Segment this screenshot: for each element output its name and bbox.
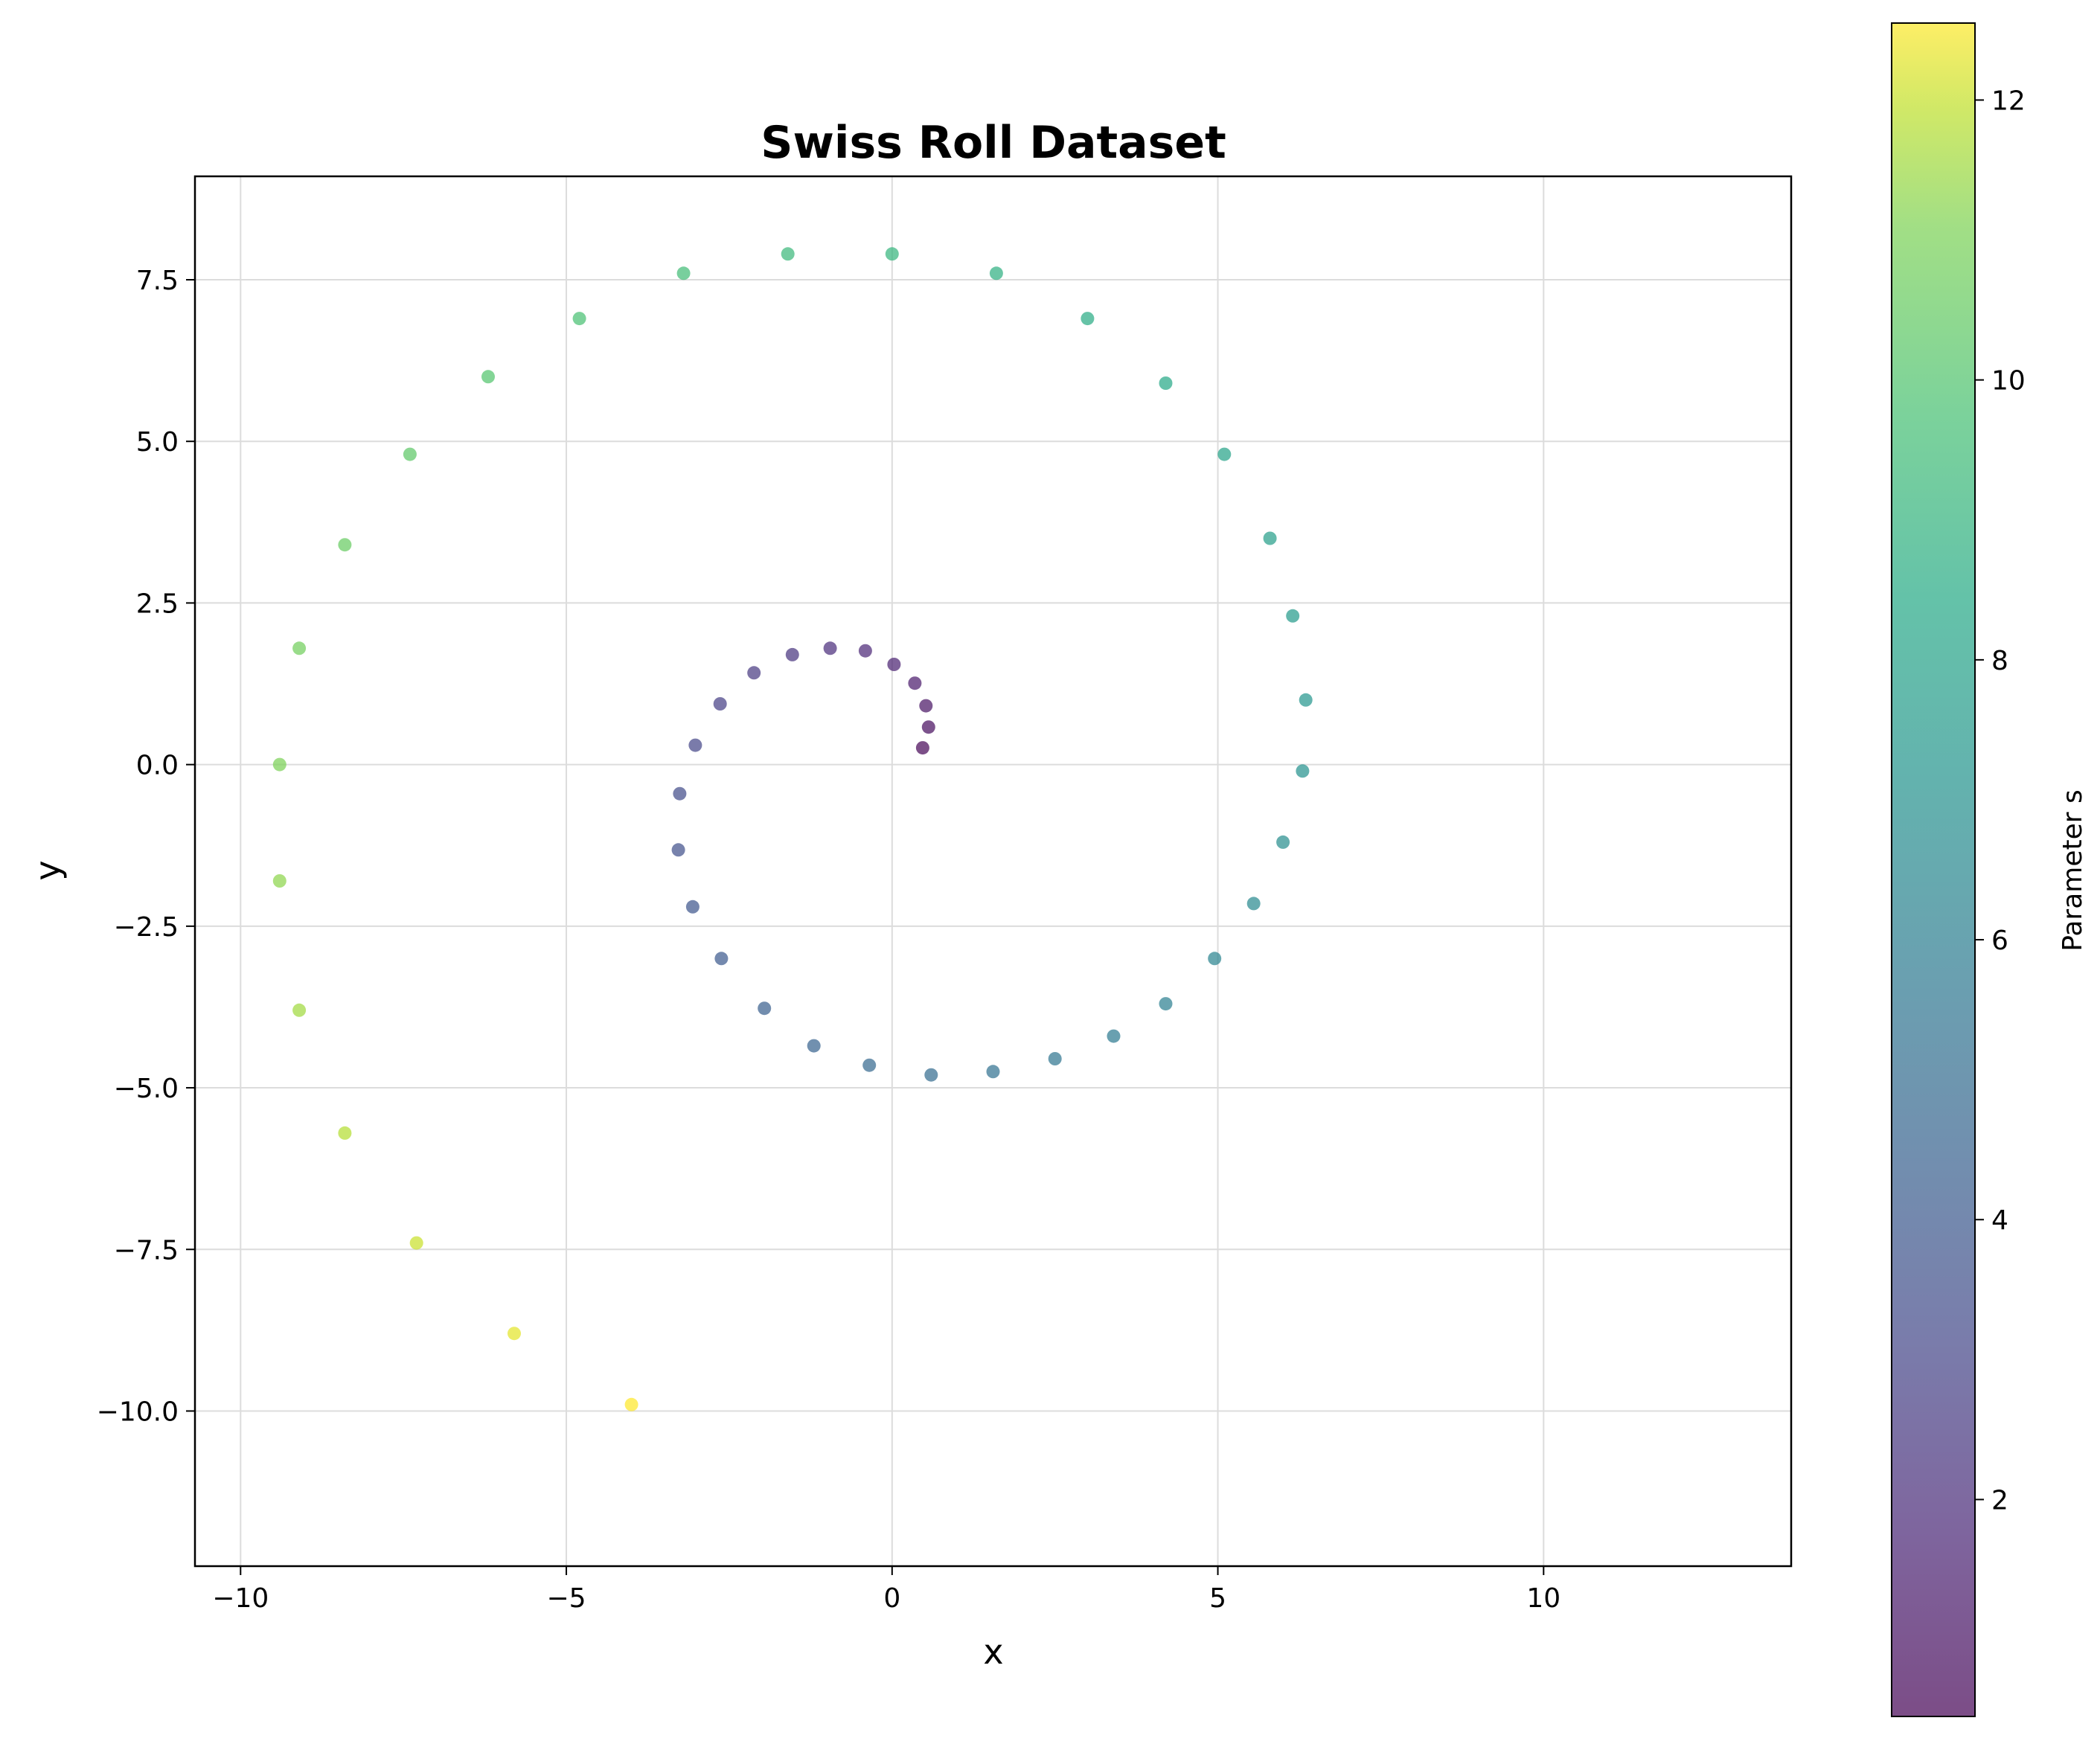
- y-tick-label: −5.0: [114, 1074, 179, 1104]
- scatter-points: [272, 247, 1313, 1411]
- colorbar-frame: [1891, 22, 1976, 1717]
- data-point: [887, 658, 901, 671]
- y-tick-label: −2.5: [114, 912, 179, 943]
- data-point: [885, 247, 899, 261]
- data-point: [714, 952, 729, 966]
- colorbar-tick-label: 12: [1991, 86, 2026, 116]
- colorbar-tick-label: 2: [1991, 1485, 2008, 1516]
- data-point: [292, 641, 307, 655]
- grid-lines: [195, 176, 1791, 1566]
- data-point: [781, 247, 795, 261]
- y-tick-label: 2.5: [136, 589, 179, 619]
- data-point: [685, 900, 700, 914]
- data-point: [272, 874, 286, 888]
- data-point: [688, 738, 702, 752]
- data-point: [919, 699, 933, 713]
- data-point: [915, 741, 929, 755]
- data-point: [986, 1065, 1000, 1079]
- y-axis-ticks: −10.0 −7.5 −5.0 −2.5 0.0 2.5 5.0 7.5: [97, 266, 195, 1427]
- x-axis-ticks: −10 −5 0 5 10: [212, 1566, 1560, 1614]
- data-point: [508, 1327, 521, 1341]
- data-point: [1263, 531, 1277, 545]
- data-point: [807, 1039, 821, 1053]
- colorbar-tick-label: 8: [1991, 646, 2008, 676]
- x-tick-label: −5: [547, 1583, 586, 1614]
- data-point: [338, 1126, 352, 1140]
- data-point: [924, 1068, 938, 1082]
- data-point: [292, 1003, 307, 1017]
- data-point: [671, 843, 685, 857]
- data-point: [1299, 693, 1313, 707]
- x-tick-label: 0: [883, 1583, 900, 1614]
- data-point: [1217, 447, 1232, 461]
- data-point: [747, 666, 761, 680]
- data-point: [785, 647, 799, 661]
- data-point: [823, 641, 837, 655]
- colorbar-tick-label: 10: [1991, 366, 2026, 397]
- x-tick-label: −10: [212, 1583, 269, 1614]
- colorbar-tick-label: 6: [1991, 926, 2008, 956]
- y-axis-label: y: [28, 860, 68, 880]
- data-point: [409, 1236, 423, 1250]
- y-tick-label: 5.0: [136, 427, 179, 458]
- data-point: [1159, 997, 1173, 1011]
- data-point: [1107, 1029, 1121, 1043]
- data-point: [1246, 897, 1261, 911]
- data-point: [1081, 312, 1095, 326]
- data-point: [272, 757, 286, 772]
- data-point: [1208, 952, 1222, 966]
- chart-title: Swiss Roll Dataset: [761, 117, 1226, 169]
- y-tick-label: 7.5: [136, 266, 179, 296]
- x-tick-label: 10: [1526, 1583, 1560, 1614]
- data-point: [862, 1058, 877, 1072]
- data-point: [403, 447, 417, 461]
- data-point: [758, 1001, 772, 1016]
- data-point: [572, 312, 586, 326]
- data-point: [481, 370, 495, 384]
- x-axis-label: x: [983, 1632, 1003, 1672]
- colorbar: [1892, 23, 1975, 1716]
- y-tick-label: 0.0: [136, 751, 179, 781]
- data-point: [1296, 764, 1310, 778]
- data-point: [1159, 376, 1173, 390]
- x-tick-label: 5: [1209, 1583, 1226, 1614]
- data-point: [1276, 835, 1290, 849]
- y-tick-label: −7.5: [114, 1235, 179, 1266]
- data-point: [673, 786, 687, 801]
- colorbar-label: Parameter s: [2058, 789, 2088, 952]
- data-point: [338, 538, 352, 552]
- data-point: [624, 1397, 638, 1411]
- data-point: [1286, 609, 1300, 623]
- data-point: [908, 676, 922, 690]
- colorbar-ticks: 2 4 6 8 10 12: [1975, 86, 2026, 1516]
- y-tick-label: −10.0: [97, 1397, 179, 1427]
- data-point: [676, 266, 691, 280]
- data-point: [921, 720, 935, 734]
- data-point: [713, 697, 727, 711]
- colorbar-tick-label: 4: [1991, 1205, 2008, 1236]
- data-point: [989, 266, 1003, 280]
- data-point: [1048, 1052, 1062, 1065]
- plot-frame: [193, 175, 1793, 1568]
- data-point: [858, 644, 872, 658]
